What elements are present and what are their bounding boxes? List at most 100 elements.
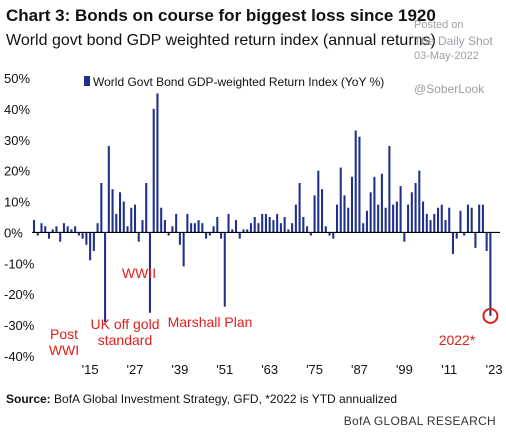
bar-1950 bbox=[220, 232, 223, 239]
annotation-uk-off-gold-standard: standard bbox=[98, 332, 152, 348]
bar-1917 bbox=[96, 223, 99, 233]
bar-1979 bbox=[328, 232, 331, 236]
watermark-handle: @SoberLook bbox=[414, 82, 485, 96]
bar-2016 bbox=[466, 204, 469, 233]
y-tick-label: 40% bbox=[4, 102, 30, 117]
bar-1926 bbox=[130, 207, 133, 233]
bar-2002 bbox=[414, 183, 417, 233]
bar-1999 bbox=[403, 232, 406, 242]
bar-1968 bbox=[287, 229, 290, 233]
bar-1909 bbox=[66, 226, 69, 233]
bar-1977 bbox=[321, 189, 324, 233]
bar-2013 bbox=[455, 232, 458, 239]
bar-1911 bbox=[74, 226, 77, 233]
source-note: Source: BofA Global Investment Strategy,… bbox=[6, 392, 397, 406]
bar-1955 bbox=[238, 232, 241, 239]
y-tick-label: -30% bbox=[4, 318, 35, 333]
x-tick-label: '75 bbox=[306, 362, 323, 377]
bar-1973 bbox=[306, 226, 309, 233]
bar-1939 bbox=[178, 232, 181, 245]
annotation-uk-off-gold-standard: UK off gold bbox=[90, 316, 159, 332]
bar-2017 bbox=[470, 207, 473, 233]
bar-2011 bbox=[448, 207, 451, 233]
bar-1993 bbox=[380, 173, 383, 233]
bar-1969 bbox=[291, 223, 294, 233]
bar-1922 bbox=[115, 213, 118, 233]
bar-1946 bbox=[205, 232, 208, 239]
bar-1941 bbox=[186, 213, 189, 233]
bar-1986 bbox=[354, 130, 357, 233]
bar-1995 bbox=[388, 145, 391, 233]
bar-1903 bbox=[44, 226, 47, 233]
bar-1970 bbox=[294, 204, 297, 233]
bar-1910 bbox=[70, 229, 73, 233]
bar-2008 bbox=[436, 207, 440, 233]
bar-1965 bbox=[276, 213, 279, 233]
bar-1931 bbox=[148, 232, 151, 313]
bar-1925 bbox=[126, 226, 129, 233]
bar-1996 bbox=[392, 204, 395, 233]
bar-1952 bbox=[227, 213, 230, 233]
bar-1928 bbox=[137, 232, 140, 242]
bar-1974 bbox=[309, 232, 312, 236]
bar-1975 bbox=[313, 195, 316, 233]
bar-1906 bbox=[55, 226, 58, 233]
annotation-marshall-plan: Marshall Plan bbox=[168, 314, 253, 330]
bar-1901 bbox=[36, 232, 39, 236]
y-axis-tick-labels: -40% -30% -20% -10% 0% 10% 20% 30% 40% 50% bbox=[4, 71, 35, 364]
chart-legend: World Govt Bond GDP-weighted Return Inde… bbox=[84, 75, 384, 89]
bar-1982 bbox=[339, 167, 342, 233]
annotation-wwii: WWII bbox=[122, 265, 156, 281]
bar-1988 bbox=[362, 223, 365, 233]
bar-1954 bbox=[234, 220, 238, 233]
bar-2009 bbox=[440, 204, 443, 233]
bar-1961 bbox=[261, 213, 264, 233]
x-tick-label: '87 bbox=[351, 362, 368, 377]
bar-1918 bbox=[100, 183, 103, 233]
bar-1902 bbox=[40, 223, 43, 233]
x-tick-label: '11 bbox=[441, 362, 457, 377]
brand-footer: BofA GLOBAL RESEARCH bbox=[343, 414, 496, 428]
annotation-post-wwi: Post bbox=[50, 326, 78, 342]
bar-1934 bbox=[160, 207, 163, 233]
bar-1960 bbox=[257, 223, 260, 233]
y-tick-label: -40% bbox=[4, 349, 35, 364]
bar-1992 bbox=[377, 204, 380, 233]
bar-1989 bbox=[365, 210, 368, 233]
bar-1904 bbox=[47, 232, 50, 239]
bar-1944 bbox=[197, 220, 200, 233]
bar-2010 bbox=[444, 220, 447, 233]
bar-1945 bbox=[201, 223, 204, 233]
bar-2005 bbox=[425, 213, 428, 233]
bar-1949 bbox=[216, 217, 219, 233]
bar-1938 bbox=[175, 213, 178, 233]
annotation-post-wwi: WWI bbox=[49, 342, 79, 358]
x-tick-label: '23 bbox=[486, 362, 503, 377]
bar-1927 bbox=[133, 204, 137, 233]
y-tick-label: 30% bbox=[4, 133, 30, 148]
bar-1900 bbox=[32, 220, 36, 233]
bar-1972 bbox=[302, 217, 305, 233]
bar-1978 bbox=[324, 226, 327, 233]
bar-1940 bbox=[182, 232, 185, 267]
bar-1980 bbox=[332, 232, 335, 239]
bar-1921 bbox=[111, 189, 114, 233]
bar-1947 bbox=[208, 232, 211, 236]
bar-1997 bbox=[395, 201, 398, 233]
bar-1908 bbox=[62, 223, 65, 233]
source-text: BofA Global Investment Strategy, GFD, *2… bbox=[54, 392, 398, 406]
bar-2022 bbox=[489, 232, 492, 316]
bar-2012 bbox=[451, 232, 455, 255]
legend-swatch bbox=[84, 76, 90, 86]
bar-1956 bbox=[242, 229, 245, 233]
bar-1907 bbox=[59, 232, 62, 242]
bar-1994 bbox=[384, 207, 387, 233]
bar-2015 bbox=[463, 232, 466, 236]
bar-2021 bbox=[485, 232, 488, 251]
bar-1981 bbox=[335, 204, 339, 233]
bar-1983 bbox=[343, 195, 346, 233]
bar-1991 bbox=[373, 176, 376, 233]
bar-1905 bbox=[51, 229, 54, 233]
